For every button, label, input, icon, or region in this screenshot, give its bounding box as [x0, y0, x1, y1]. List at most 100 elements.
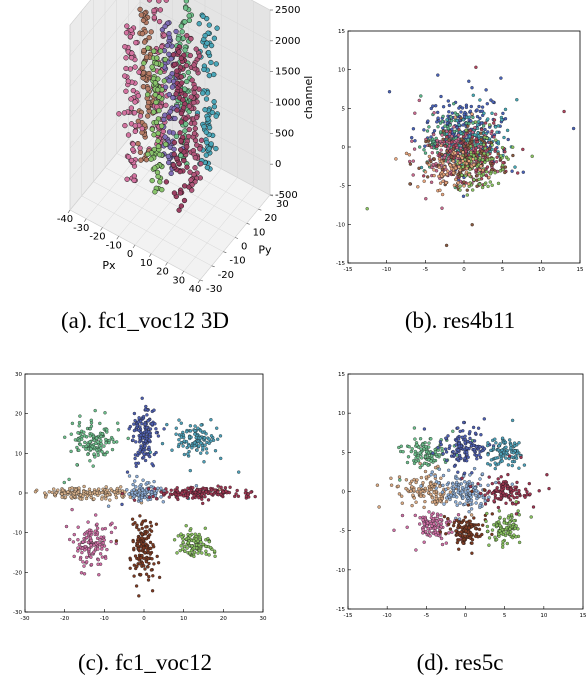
data-point-column-6: [124, 23, 130, 29]
data-point-cluster-2: [207, 437, 211, 441]
data-point-cluster-0: [110, 447, 115, 452]
data-point-cluster-7: [137, 594, 141, 598]
data-point-cluster-1: [478, 455, 483, 460]
data-point-cluster-4: [159, 486, 163, 490]
x-tick-label: -10: [100, 616, 109, 622]
data-point-cluster-3: [494, 160, 499, 164]
x-tick-label: -20: [89, 232, 105, 243]
data-point-cluster-2: [486, 117, 490, 121]
data-point-cluster-8: [517, 513, 521, 517]
data-point-cluster-7: [463, 515, 467, 519]
data-point-cluster-1: [441, 452, 445, 456]
x-tick: [181, 271, 184, 275]
data-point-cluster-7: [438, 181, 443, 185]
data-point-cluster-3: [63, 491, 67, 495]
data-point-cluster-6: [469, 150, 473, 154]
data-point-column-2: [211, 71, 217, 78]
data-point-cluster-0: [446, 99, 450, 103]
data-point-cluster-1: [137, 428, 141, 433]
data-point-cluster-0: [99, 434, 103, 439]
data-point-cluster-1: [154, 427, 158, 431]
data-point-cluster-5: [480, 149, 484, 153]
data-point-cluster-3: [56, 488, 60, 492]
data-point-cluster-7: [482, 488, 486, 492]
y-tick-label: 15: [338, 29, 345, 35]
data-point-cluster-2: [511, 451, 516, 455]
data-point-cluster-5: [154, 497, 159, 501]
data-point-cluster-5: [425, 161, 429, 165]
data-point-cluster-8: [500, 528, 505, 532]
x-tick-label: -5: [424, 613, 430, 619]
data-point-cluster-4: [137, 496, 141, 501]
data-point-cluster-1: [127, 427, 131, 431]
data-point-column-5: [184, 33, 190, 39]
data-point-column-1: [178, 23, 184, 29]
data-point-column-1: [186, 17, 193, 24]
data-point-cluster-0: [100, 432, 105, 436]
data-point-cluster-7: [128, 558, 133, 562]
data-point-cluster-8: [196, 551, 200, 555]
data-point-column-3: [143, 157, 150, 163]
data-point-cluster-5: [426, 175, 430, 179]
data-point-cluster-0: [116, 421, 120, 425]
data-point-cluster-6: [435, 514, 440, 519]
data-point-column-6: [137, 113, 144, 119]
data-point-cluster-0: [76, 431, 80, 435]
data-point-column-5: [183, 62, 190, 69]
x-tick-label: 15: [580, 613, 586, 619]
data-point-cluster-0: [436, 73, 440, 77]
data-point-column-2: [202, 32, 208, 39]
data-point-cluster-7: [407, 153, 412, 157]
data-point-column-1: [182, 5, 189, 11]
data-point-cluster-0: [413, 452, 417, 457]
data-point-cluster-2: [500, 436, 505, 440]
data-point-cluster-1: [457, 444, 461, 449]
data-point-cluster-1: [462, 471, 467, 475]
data-point-cluster-3: [426, 491, 431, 495]
data-point-cluster-7: [394, 157, 398, 161]
data-point-cluster-4: [445, 135, 449, 139]
data-point-cluster-7: [457, 538, 461, 542]
data-point-cluster-5: [175, 495, 179, 500]
data-point-cluster-7: [156, 561, 161, 565]
data-point-cluster-1: [463, 440, 467, 445]
data-point-cluster-6: [422, 522, 426, 526]
data-point-cluster-1: [460, 435, 464, 439]
data-point-cluster-5: [519, 455, 523, 460]
data-point-column-0: [161, 32, 167, 38]
data-point-cluster-0: [424, 462, 429, 466]
data-point-cluster-4: [434, 486, 438, 490]
x-tick-label: 0: [464, 613, 468, 619]
data-point-cluster-7: [454, 166, 458, 170]
data-point-cluster-3: [88, 491, 92, 496]
data-point-cluster-8: [504, 526, 509, 530]
data-point-cluster-8: [186, 536, 191, 540]
data-point-cluster-2: [193, 429, 197, 433]
data-point-cluster-0: [470, 86, 474, 90]
data-point-column-3: [139, 65, 146, 71]
data-point-cluster-0: [420, 456, 424, 460]
data-point-column-7: [163, 141, 169, 147]
data-point-cluster-0: [90, 444, 95, 449]
chart-res5c: -15 -10 -5 0 5 10 15 -15 -10 -5 0 5 10 15: [336, 372, 586, 619]
data-point-cluster-6: [439, 513, 443, 517]
data-point-cluster-1: [154, 431, 159, 435]
data-point-cluster-4: [464, 149, 468, 153]
data-point-cluster-8: [199, 540, 203, 544]
data-point-cluster-0: [412, 461, 417, 466]
data-point-cluster-5: [426, 139, 431, 143]
data-point-column-1: [185, 69, 191, 76]
data-point-cluster-4: [468, 128, 472, 133]
data-point-column-2: [206, 72, 212, 79]
data-point-column-5: [188, 177, 194, 183]
data-point-cluster-2: [219, 456, 223, 461]
data-point-cluster-1: [452, 464, 457, 468]
data-point-cluster-1: [457, 453, 462, 457]
x-tick-label: -30: [73, 223, 89, 234]
data-point-cluster-2: [455, 118, 459, 123]
data-point-column-8: [174, 107, 180, 113]
data-point-cluster-3: [439, 476, 443, 480]
data-point-cluster-4: [139, 498, 143, 503]
data-point-cluster-5: [209, 492, 213, 496]
data-point-column-7: [151, 146, 157, 153]
